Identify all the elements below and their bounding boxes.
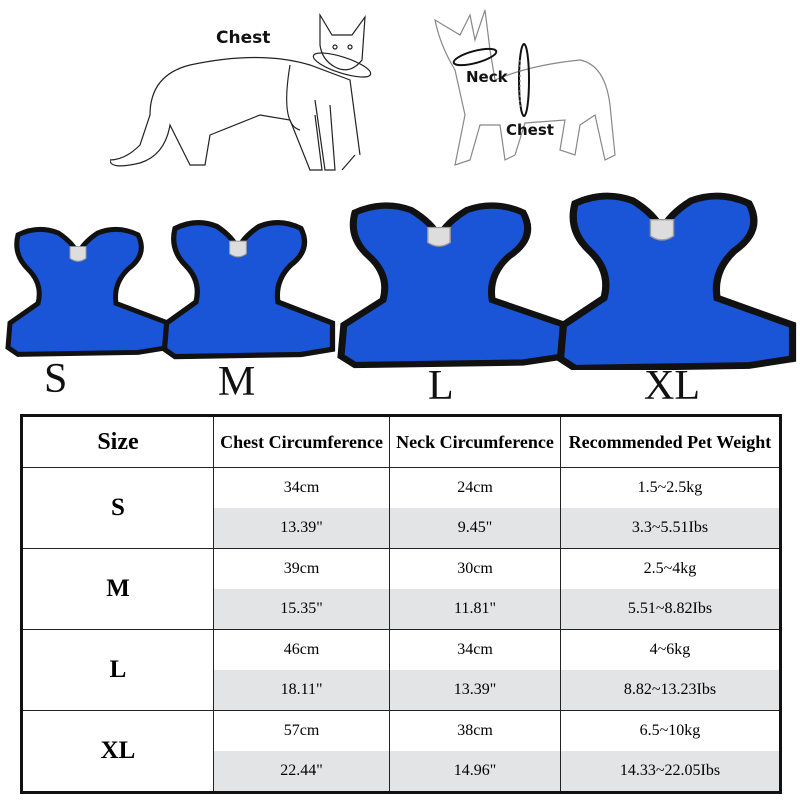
size-label-s: S bbox=[44, 356, 68, 402]
weight-kg-cell: 6.5~10kg bbox=[559, 710, 782, 751]
size-chart-table: Size Chest Circumference Neck Circumfere… bbox=[20, 414, 782, 794]
neck-in-cell: 14.96" bbox=[389, 751, 561, 793]
harness-s-image bbox=[8, 229, 168, 354]
table-header-row: Size Chest Circumference Neck Circumfere… bbox=[21, 415, 782, 468]
weight-lbs-cell: 5.51~8.82Ibs bbox=[559, 589, 782, 630]
neck-cm-cell: 30cm bbox=[389, 548, 561, 589]
table-row: 15.35" 11.81" 5.51~8.82Ibs bbox=[22, 589, 782, 630]
chest-in-cell: 22.44" bbox=[212, 751, 391, 793]
size-label-m: M bbox=[218, 359, 256, 405]
size-label-l: L bbox=[428, 363, 454, 409]
size-cell: S bbox=[21, 467, 214, 549]
weight-lbs-cell: 8.82~13.23Ibs bbox=[559, 670, 782, 711]
weight-lbs-cell: 14.33~22.05Ibs bbox=[559, 751, 782, 793]
table-row: S 34cm 24cm 1.5~2.5kg bbox=[21, 467, 782, 549]
weight-kg-cell: 4~6kg bbox=[559, 629, 782, 670]
size-cell: M bbox=[21, 548, 214, 630]
neck-in-cell: 9.45" bbox=[389, 508, 561, 549]
weight-lbs-cell: 3.3~5.51Ibs bbox=[559, 508, 782, 549]
chest-in-cell: 15.35" bbox=[212, 589, 391, 630]
chest-cm-cell: 46cm bbox=[212, 629, 391, 670]
header-size: Size bbox=[21, 415, 214, 468]
neck-cm-cell: 34cm bbox=[389, 629, 561, 670]
harness-photos bbox=[0, 180, 800, 370]
dog-neck-label: Neck bbox=[466, 68, 508, 86]
harness-m-image bbox=[165, 223, 333, 357]
dog-illustration bbox=[434, 9, 616, 166]
harness-l-image bbox=[341, 206, 565, 365]
header-chest: Chest Circumference bbox=[212, 415, 391, 468]
size-label-xl: XL bbox=[644, 363, 700, 409]
table-row: 13.39" 9.45" 3.3~5.51Ibs bbox=[22, 508, 782, 549]
chest-cm-cell: 57cm bbox=[212, 710, 391, 751]
header-weight: Recommended Pet Weight bbox=[559, 415, 782, 468]
cat-illustration bbox=[110, 12, 372, 171]
dog-chest-label: Chest bbox=[506, 121, 554, 139]
cat-chest-label: Chest bbox=[216, 28, 271, 48]
header-neck: Neck Circumference bbox=[389, 415, 561, 468]
chest-in-cell: 18.11" bbox=[212, 670, 391, 711]
table-row: 18.11" 13.39" 8.82~13.23Ibs bbox=[22, 670, 782, 711]
table-row: 22.44" 14.96" 14.33~22.05Ibs bbox=[22, 751, 782, 793]
table-row: XL 57cm 38cm 6.5~10kg bbox=[21, 710, 782, 793]
chest-cm-cell: 34cm bbox=[212, 467, 391, 508]
neck-cm-cell: 38cm bbox=[389, 710, 561, 751]
neck-cm-cell: 24cm bbox=[389, 467, 561, 508]
table-row: L 46cm 34cm 4~6kg bbox=[21, 629, 782, 711]
size-cell: L bbox=[21, 629, 214, 711]
neck-in-cell: 11.81" bbox=[389, 589, 561, 630]
weight-kg-cell: 2.5~4kg bbox=[559, 548, 782, 589]
neck-in-cell: 13.39" bbox=[389, 670, 561, 711]
table-row: M 39cm 30cm 2.5~4kg bbox=[21, 548, 782, 630]
weight-kg-cell: 1.5~2.5kg bbox=[559, 467, 782, 508]
chest-cm-cell: 39cm bbox=[212, 548, 391, 589]
harness-xl-image bbox=[561, 196, 793, 368]
chest-in-cell: 13.39" bbox=[212, 508, 391, 549]
size-cell: XL bbox=[21, 710, 214, 793]
